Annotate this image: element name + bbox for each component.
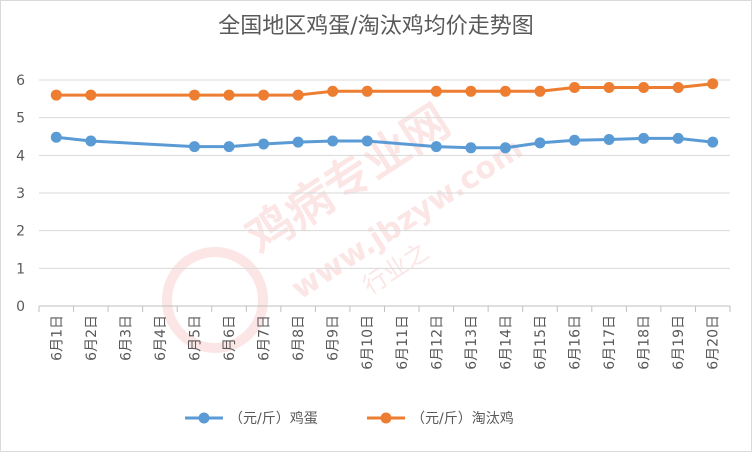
data-point: [223, 141, 235, 153]
x-tick-label: 6月4日: [153, 315, 169, 361]
x-tick-label: 6月5日: [187, 315, 203, 361]
legend-swatch-marker: [198, 412, 210, 424]
data-point: [430, 85, 442, 97]
data-point: [361, 135, 373, 147]
x-tick-label: 6月11日: [395, 315, 411, 370]
data-point: [672, 82, 684, 94]
x-axis: 6月1日 6月2日 6月3日 6月4日 6月5日 6月6日 6月7日 6月8日 6月9日 6月10…: [38, 306, 731, 370]
data-point: [534, 137, 546, 149]
data-point: [223, 89, 235, 101]
x-tick-label: 6月12日: [429, 315, 445, 370]
y-tick-label: 1: [16, 261, 25, 277]
data-point: [465, 142, 477, 154]
x-tick-label: 6月19日: [671, 315, 687, 370]
x-tick-label: 6月8日: [291, 315, 307, 361]
data-point: [327, 85, 339, 97]
data-point: [707, 136, 719, 148]
watermark: 鸡病专业网 www.jbzyw.com 行业之: [162, 94, 529, 353]
data-point: [188, 89, 200, 101]
data-point: [707, 78, 719, 90]
x-tick-label: 6月7日: [257, 315, 273, 361]
data-point: [499, 85, 511, 97]
data-point: [638, 132, 650, 144]
data-point: [569, 82, 581, 94]
data-point: [327, 135, 339, 147]
x-tick-label: 6月1日: [49, 315, 65, 361]
x-tick-label: 6月10日: [360, 315, 376, 370]
x-tick-label: 6月17日: [602, 315, 618, 370]
data-point: [672, 132, 684, 144]
data-point: [292, 89, 304, 101]
data-point: [638, 82, 650, 94]
y-tick-label: 0: [16, 299, 25, 315]
legend-label: （元/斤）淘汰鸡: [411, 410, 514, 427]
data-point: [361, 85, 373, 97]
data-point: [50, 131, 62, 143]
data-point: [85, 89, 97, 101]
data-point: [534, 85, 546, 97]
data-point: [603, 134, 615, 146]
data-point: [258, 89, 270, 101]
x-tick-label: 6月20日: [706, 315, 722, 370]
x-tick-label: 6月6日: [222, 315, 238, 361]
data-point: [292, 136, 304, 148]
y-tick-label: 3: [16, 186, 25, 202]
legend-label: （元/斤）鸡蛋: [229, 410, 318, 427]
data-point: [258, 138, 270, 150]
grid-lines: [39, 79, 730, 307]
x-tick-label: 6月16日: [568, 315, 584, 370]
data-point: [50, 89, 62, 101]
y-axis-ticks: 0 1 2 3 4 5 6: [16, 73, 25, 315]
x-tick-label: 6月9日: [326, 315, 342, 361]
data-point: [499, 142, 511, 154]
data-point: [85, 135, 97, 147]
y-tick-label: 6: [16, 73, 25, 89]
watermark-logo-ring: [162, 247, 268, 353]
legend: （元/斤）鸡蛋 （元/斤）淘汰鸡: [185, 410, 514, 427]
x-tick-label: 6月18日: [637, 315, 653, 370]
data-point: [465, 85, 477, 97]
y-tick-label: 2: [16, 224, 25, 240]
x-tick-label: 6月3日: [118, 315, 134, 361]
series-line-2: [54, 82, 715, 97]
data-point: [569, 134, 581, 146]
data-point: [188, 141, 200, 153]
x-tick-label: 6月14日: [498, 315, 514, 370]
chart-title: 全国地区鸡蛋/淘汰鸡均价走势图: [218, 14, 534, 39]
series-layer: [50, 78, 719, 154]
x-tick-label: 6月2日: [84, 315, 100, 361]
y-tick-label: 5: [16, 111, 25, 127]
data-point: [430, 141, 442, 153]
x-tick-label: 6月13日: [464, 315, 480, 370]
data-point: [603, 82, 615, 94]
x-tick-label: 6月15日: [533, 315, 549, 370]
y-tick-label: 4: [16, 148, 25, 164]
legend-swatch-marker: [380, 412, 392, 424]
